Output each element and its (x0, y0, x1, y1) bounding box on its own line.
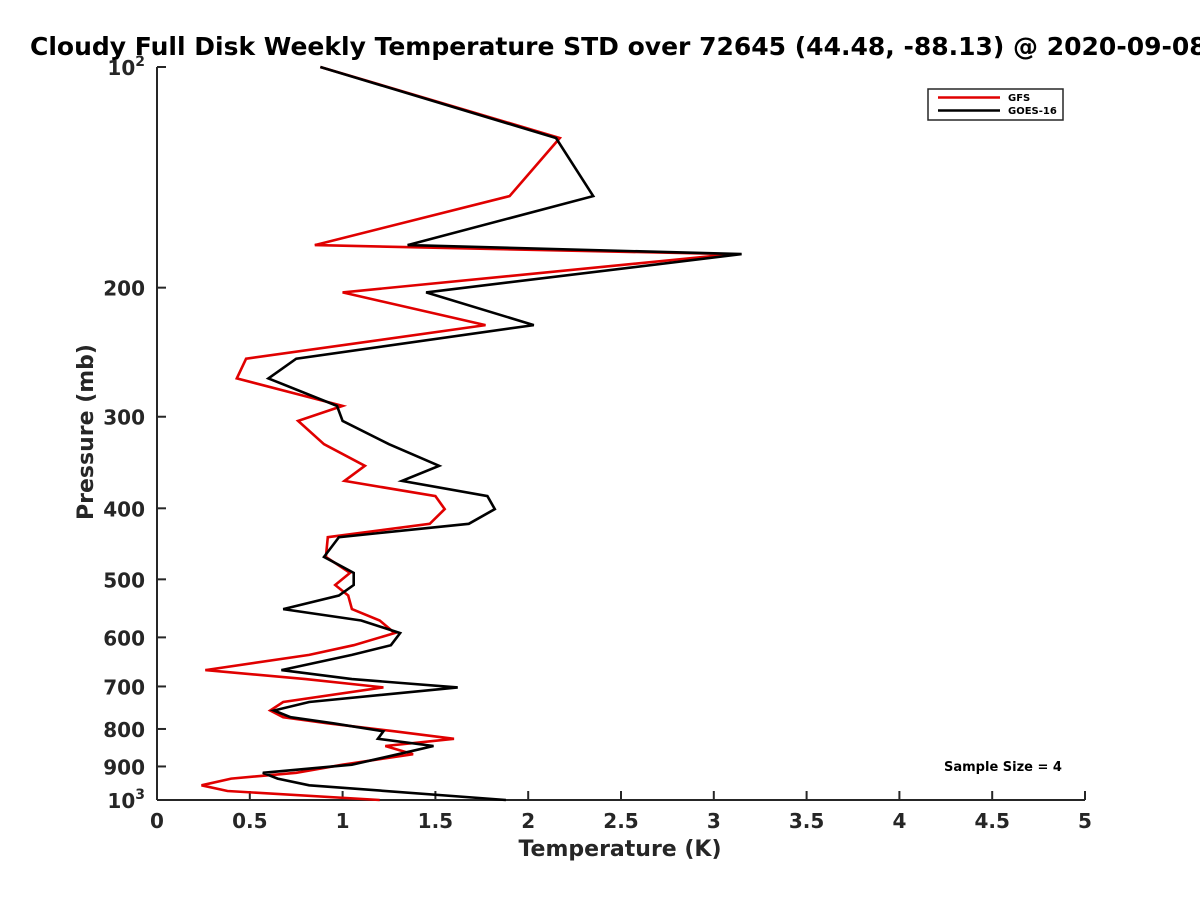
y-tick-label: 500 (103, 568, 145, 592)
y-axis-label: Pressure (mb) (74, 344, 99, 520)
x-tick-label: 2 (521, 809, 535, 833)
y-tick-label: 300 (103, 406, 145, 430)
y-tick-label: 700 (103, 675, 145, 699)
x-tick-label: 0.5 (232, 809, 267, 833)
y-tick-label: 400 (103, 497, 145, 521)
x-tick-label: 0 (150, 809, 164, 833)
y-tick-label: 102 (107, 54, 145, 80)
y-tick-label: 800 (103, 718, 145, 742)
x-tick-label: 1.5 (418, 809, 453, 833)
legend-label: GOES-16 (1008, 106, 1057, 117)
y-tick-label: 200 (103, 277, 145, 301)
series-line-goes-16 (262, 65, 742, 802)
y-tick-label: 600 (103, 626, 145, 650)
x-tick-label: 4.5 (974, 809, 1009, 833)
x-tick-label: 4 (892, 809, 906, 833)
x-tick-label: 1 (336, 809, 350, 833)
x-axis-label: Temperature (K) (518, 837, 721, 862)
legend-label: GFS (1008, 93, 1030, 104)
y-tick-label: 900 (103, 755, 145, 779)
legend-box (927, 88, 1064, 121)
sample-size-annotation: Sample Size = 4 (944, 760, 1062, 775)
x-tick-label: 5 (1078, 809, 1092, 833)
series-line-gfs (201, 65, 733, 802)
x-tick-label: 2.5 (603, 809, 638, 833)
y-tick-label: 103 (107, 787, 145, 813)
chart-title: Cloudy Full Disk Weekly Temperature STD … (30, 32, 1200, 61)
x-tick-label: 3 (707, 809, 721, 833)
series-layer (201, 65, 742, 802)
legend: GFS GOES-16 (927, 88, 1064, 121)
x-tick-label: 3.5 (789, 809, 824, 833)
plot-axes: 0 0.5 1 1.5 2 2.5 3 3.5 4 4.5 5 102 200 300 400 500 600 7… (103, 54, 1092, 833)
